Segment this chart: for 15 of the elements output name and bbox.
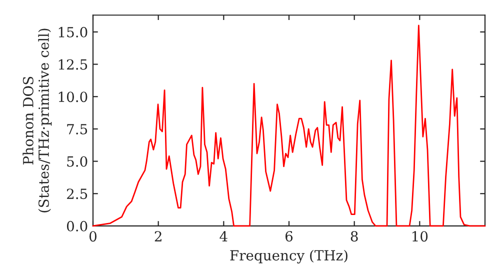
x-tick-label: 4 xyxy=(220,231,228,242)
x-tick-label: 10 xyxy=(412,231,428,242)
x-tick-label: 2 xyxy=(154,231,162,242)
y-tick-label: 0.0 xyxy=(66,220,88,232)
y-tick-label: 7.5 xyxy=(67,124,88,134)
x-tick-label: 0 xyxy=(89,231,96,242)
y-tick-label: 2.5 xyxy=(66,188,88,200)
y-tick-label: 12.5 xyxy=(58,59,88,70)
y-tick-label: 10.0 xyxy=(58,92,88,102)
x-tick-label: 8 xyxy=(350,231,358,242)
x-axis-title: Frequency (THz) xyxy=(230,250,348,264)
x-tick-label: 6 xyxy=(286,231,293,242)
y-tick-label: 15.0 xyxy=(58,26,88,38)
y-axis-title: Phonon DOS (States/THz·primitive cell) xyxy=(22,28,52,212)
y-tick-label: 5.0 xyxy=(67,156,88,167)
